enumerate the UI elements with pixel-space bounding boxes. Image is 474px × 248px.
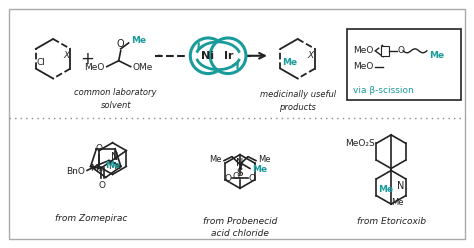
Text: X: X: [63, 51, 69, 60]
Text: OMe: OMe: [133, 63, 153, 72]
Text: N: N: [397, 181, 405, 191]
Text: Me: Me: [378, 185, 393, 194]
Text: Me: Me: [283, 58, 298, 67]
Text: N: N: [111, 152, 119, 162]
Text: MeO: MeO: [353, 62, 374, 71]
Text: O: O: [98, 181, 105, 190]
Text: Me: Me: [258, 155, 270, 164]
Text: Me: Me: [131, 36, 146, 45]
Text: Me: Me: [210, 155, 222, 164]
Ellipse shape: [190, 38, 226, 74]
Text: O: O: [397, 46, 404, 55]
Bar: [381, 46, 389, 56]
Text: MeO₂S: MeO₂S: [345, 139, 374, 148]
Text: Ni: Ni: [201, 51, 214, 61]
Text: +: +: [80, 50, 94, 68]
Text: from Zomepirac: from Zomepirac: [55, 214, 127, 223]
Text: Ir: Ir: [224, 51, 234, 61]
Text: via β-scission: via β-scission: [353, 86, 414, 95]
Text: Me: Me: [105, 161, 120, 170]
Text: Me: Me: [91, 164, 104, 173]
Text: Cl: Cl: [37, 58, 46, 67]
Text: Me: Me: [109, 162, 122, 171]
Text: BnO: BnO: [66, 167, 85, 176]
Text: MeO: MeO: [84, 63, 105, 72]
Text: Me: Me: [252, 165, 267, 174]
Text: X: X: [308, 51, 314, 60]
Text: O: O: [96, 144, 102, 153]
Text: O: O: [233, 172, 239, 182]
Text: O: O: [249, 174, 256, 183]
Text: Me: Me: [391, 198, 404, 207]
Text: Me: Me: [429, 51, 444, 60]
Text: N: N: [237, 157, 244, 167]
Text: medicinally useful
products: medicinally useful products: [260, 90, 336, 112]
Text: MeO: MeO: [353, 46, 374, 55]
Text: common laboratory
solvent: common laboratory solvent: [74, 88, 157, 110]
Text: S: S: [237, 168, 243, 178]
Text: O: O: [224, 174, 231, 183]
Ellipse shape: [210, 38, 246, 74]
Bar: [347, 29, 461, 100]
Text: from Etoricoxib: from Etoricoxib: [356, 217, 426, 226]
Text: O: O: [117, 39, 125, 49]
Text: from Probenecid
acid chloride: from Probenecid acid chloride: [203, 217, 277, 238]
